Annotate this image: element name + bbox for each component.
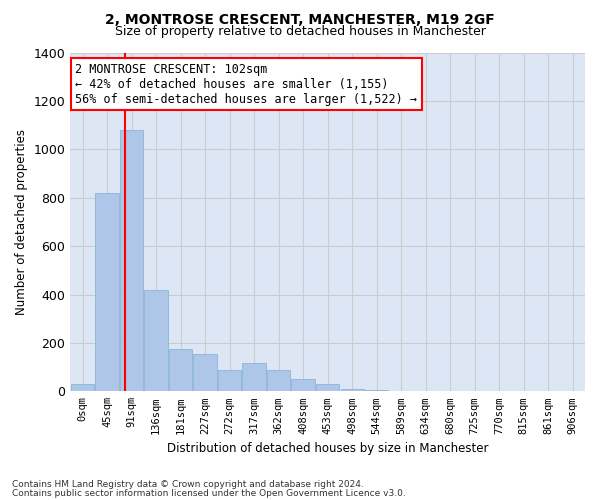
Y-axis label: Number of detached properties: Number of detached properties <box>15 129 28 315</box>
Text: Contains HM Land Registry data © Crown copyright and database right 2024.: Contains HM Land Registry data © Crown c… <box>12 480 364 489</box>
Bar <box>95 193 119 392</box>
Text: 2 MONTROSE CRESCENT: 102sqm
← 42% of detached houses are smaller (1,155)
56% of : 2 MONTROSE CRESCENT: 102sqm ← 42% of det… <box>76 62 418 106</box>
Bar <box>365 390 388 392</box>
Bar <box>145 290 168 392</box>
Bar <box>267 370 290 392</box>
Text: Contains public sector information licensed under the Open Government Licence v3: Contains public sector information licen… <box>12 488 406 498</box>
X-axis label: Distribution of detached houses by size in Manchester: Distribution of detached houses by size … <box>167 442 488 455</box>
Bar <box>71 384 94 392</box>
Bar <box>292 379 315 392</box>
Bar <box>218 370 241 392</box>
Bar <box>120 130 143 392</box>
Text: 2, MONTROSE CRESCENT, MANCHESTER, M19 2GF: 2, MONTROSE CRESCENT, MANCHESTER, M19 2G… <box>105 12 495 26</box>
Bar <box>193 354 217 392</box>
Bar <box>169 349 192 392</box>
Bar <box>316 384 339 392</box>
Bar <box>341 389 364 392</box>
Text: Size of property relative to detached houses in Manchester: Size of property relative to detached ho… <box>115 25 485 38</box>
Bar <box>242 364 266 392</box>
